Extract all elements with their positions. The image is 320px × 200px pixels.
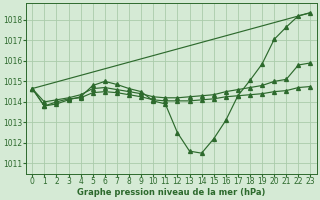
- X-axis label: Graphe pression niveau de la mer (hPa): Graphe pression niveau de la mer (hPa): [77, 188, 266, 197]
